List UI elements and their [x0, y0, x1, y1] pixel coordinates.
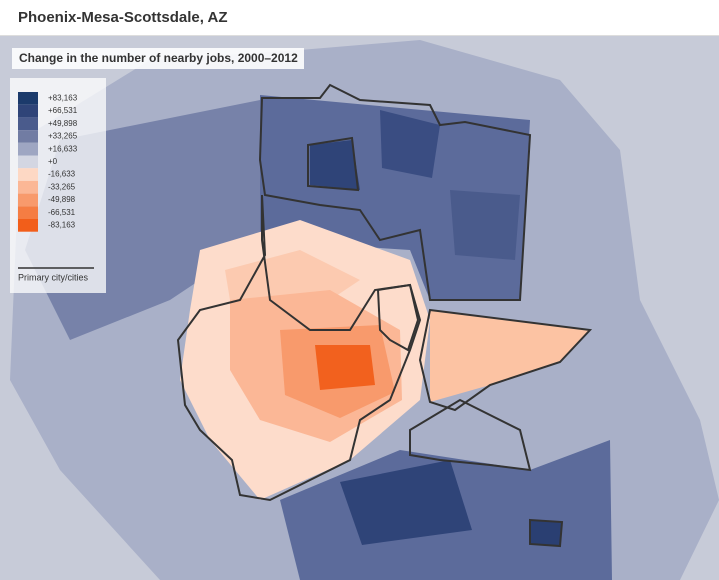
- region: [450, 190, 520, 260]
- legend-label: +0: [48, 157, 58, 166]
- city-boundary: [418, 308, 593, 412]
- legend-label: +33,265: [48, 132, 78, 141]
- region: [340, 460, 472, 545]
- legend-swatch: [18, 193, 38, 207]
- legend-swatch: [18, 168, 38, 181]
- city-boundary: [529, 518, 564, 548]
- city-boundary: [376, 283, 420, 352]
- legend-label: -16,633: [48, 170, 76, 179]
- legend-swatch: [18, 104, 38, 118]
- region: [225, 250, 360, 300]
- legend-label: +66,531: [48, 106, 78, 115]
- legend-swatch: [18, 142, 38, 156]
- legend-label: -33,265: [48, 182, 76, 191]
- region: [530, 520, 562, 546]
- legend-label: +49,898: [48, 119, 78, 128]
- city-boundary: [176, 194, 422, 502]
- map-area: [0, 36, 719, 580]
- city-boundary: [258, 83, 532, 301]
- legend-swatch: [18, 219, 38, 232]
- title: Phoenix-Mesa-Scottsdale, AZ: [18, 9, 228, 26]
- city-boundaries: [176, 83, 593, 548]
- region: [430, 310, 590, 402]
- header-bar: [0, 0, 719, 36]
- boundary-label: Primary city/cities: [18, 272, 89, 282]
- legend-swatch: [18, 180, 38, 194]
- legend-swatch: [18, 206, 38, 219]
- legend-label: +16,633: [48, 144, 78, 153]
- legend-swatch: [18, 155, 38, 169]
- legend-label: -66,531: [48, 208, 76, 217]
- city-boundary: [307, 136, 360, 192]
- subtitle-box: [12, 48, 304, 69]
- legend-swatch: [18, 92, 38, 105]
- legend-swatch: [18, 130, 38, 143]
- subtitle: Change in the number of nearby jobs, 200…: [19, 51, 298, 65]
- legend: Primary city/cities +83,163 +66,531 +49,89…: [10, 78, 106, 293]
- region: [310, 140, 360, 190]
- region: [315, 345, 375, 390]
- legend-label: -49,898: [48, 195, 76, 204]
- region: [380, 110, 440, 178]
- legend-label: -83,163: [48, 220, 76, 229]
- legend-swatch: [18, 117, 38, 131]
- city-boundary: [409, 398, 532, 472]
- legend-label: +83,163: [48, 93, 78, 102]
